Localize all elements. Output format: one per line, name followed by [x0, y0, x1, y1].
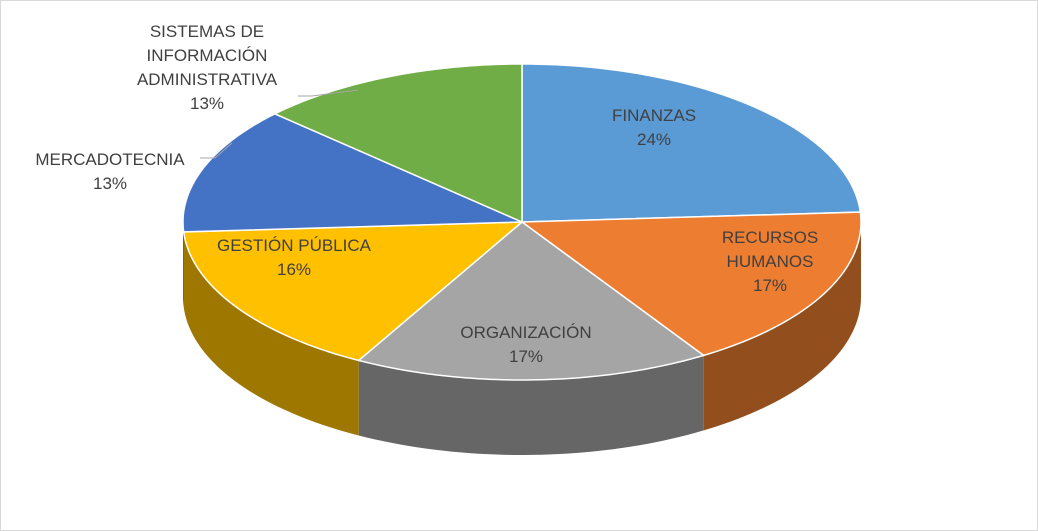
pie-slice	[182, 221, 525, 362]
pie-side	[183, 222, 184, 307]
value-label: 24%	[636, 130, 672, 149]
value-label: 16%	[276, 260, 312, 279]
pie-slice	[182, 113, 523, 233]
pie-side	[703, 222, 861, 431]
category-label: SISTEMAS DE INFORMACIÓN ADMINISTRATIVA	[136, 22, 278, 89]
pie-tops	[182, 63, 862, 381]
pie-slice	[357, 221, 706, 381]
value-label: 13%	[189, 94, 225, 113]
data-label: GESTIÓN PÚBLICA 16%	[194, 234, 394, 282]
category-label: MERCADOTECNIA	[35, 150, 185, 169]
pie-slice	[521, 63, 862, 223]
pie-slice	[273, 63, 523, 224]
pie-sides	[183, 222, 861, 455]
pie-slice	[519, 211, 862, 357]
pie-side	[358, 355, 704, 455]
data-label: FINANZAS 24%	[579, 104, 729, 152]
pie-side	[183, 231, 359, 436]
category-label: FINANZAS	[611, 106, 697, 125]
leader-line	[298, 89, 359, 97]
leader-line	[200, 142, 233, 159]
data-label: SISTEMAS DE INFORMACIÓN ADMINISTRATIVA 13…	[117, 20, 297, 116]
value-label: 17%	[508, 347, 544, 366]
category-label: RECURSOS HUMANOS	[721, 228, 819, 271]
data-label: ORGANIZACIÓN 17%	[426, 321, 626, 369]
data-label: RECURSOS HUMANOS 17%	[710, 226, 830, 298]
category-label: ORGANIZACIÓN	[460, 323, 592, 342]
value-label: 13%	[92, 174, 128, 193]
category-label: GESTIÓN PÚBLICA	[217, 236, 371, 255]
data-label: MERCADOTECNIA 13%	[10, 148, 210, 196]
value-label: 17%	[752, 276, 788, 295]
